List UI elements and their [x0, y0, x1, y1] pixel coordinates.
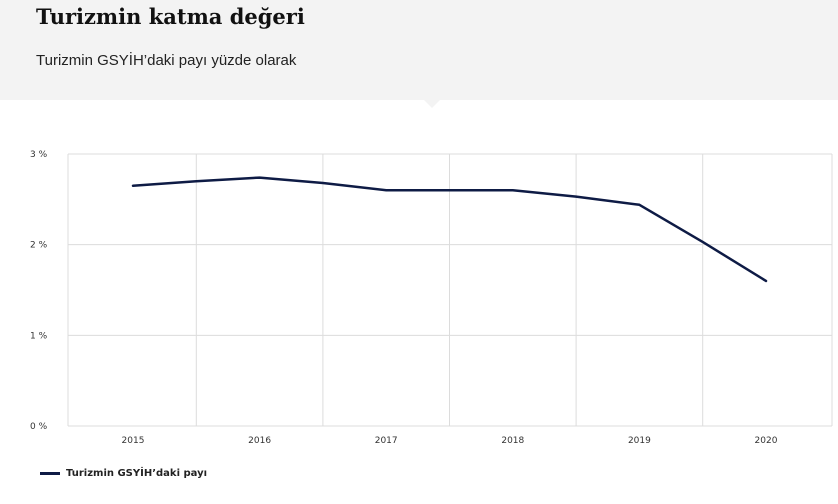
- header-pointer: [424, 100, 440, 108]
- x-tick-label: 2016: [248, 436, 271, 446]
- chart-title: Turizmin katma değeri: [36, 4, 305, 29]
- chart-header: Turizmin katma değeri Turizmin GSYİH’dak…: [0, 0, 838, 100]
- series-layer: [131, 176, 768, 283]
- y-axis: 0 % 1 % 2 % 3 %: [30, 150, 48, 432]
- legend-label: Turizmin GSYİH’daki payı: [66, 468, 208, 479]
- grid: [67, 153, 833, 427]
- chart-subtitle: Turizmin GSYİH’daki payı yüzde olarak: [36, 52, 297, 69]
- x-tick-label: 2017: [375, 436, 398, 446]
- x-tick-label: 2015: [122, 436, 145, 446]
- y-tick-label: 3 %: [30, 150, 48, 160]
- legend-swatch: [40, 472, 60, 475]
- x-tick-label: 2018: [501, 436, 524, 446]
- y-tick-label: 1 %: [30, 331, 48, 341]
- y-tick-label: 2 %: [30, 241, 48, 251]
- x-axis: 2015 2016 2017 2018 2019 2020: [122, 436, 778, 446]
- x-tick-label: 2019: [628, 436, 651, 446]
- y-tick-label: 0 %: [30, 422, 48, 432]
- legend: Turizmin GSYİH’daki payı: [40, 468, 207, 479]
- series-line: [131, 176, 768, 283]
- x-tick-label: 2020: [755, 436, 778, 446]
